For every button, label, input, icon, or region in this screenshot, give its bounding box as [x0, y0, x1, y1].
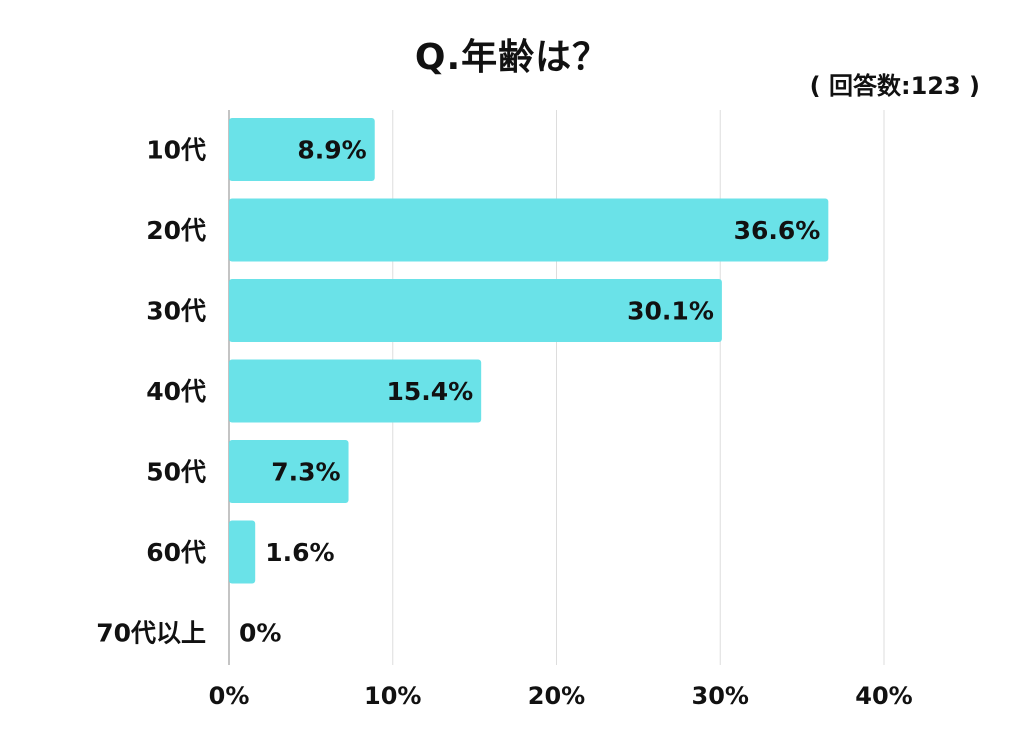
bar	[229, 520, 256, 584]
x-tick-label: 30%	[692, 682, 749, 710]
value-labels: 8.9% 36.6% 30.1% 15.4% 7.3% 1.6% 0%	[239, 136, 820, 648]
category-label: 30代	[146, 297, 206, 326]
value-label: 1.6%	[265, 538, 334, 567]
category-label: 20代	[146, 216, 206, 245]
value-label: 15.4%	[386, 377, 473, 406]
sample-size-note: ( 回答数:123 )	[809, 72, 980, 100]
value-label: 0%	[239, 619, 281, 648]
value-label: 36.6%	[734, 216, 821, 245]
category-label: 40代	[146, 377, 206, 406]
value-label: 7.3%	[271, 458, 340, 487]
bar	[229, 118, 375, 181]
value-label: 8.9%	[297, 136, 366, 165]
x-tick-labels: 0% 10% 20% 30% 40%	[209, 682, 913, 710]
chart-title: Q.年齢は？	[414, 37, 610, 78]
bars	[229, 118, 829, 584]
x-tick-label: 0%	[209, 682, 250, 710]
x-tick-label: 20%	[528, 682, 585, 710]
category-labels: 10代 20代 30代 40代 50代 60代 70代以上	[96, 136, 206, 648]
bar	[229, 198, 829, 262]
category-label: 70代以上	[96, 619, 206, 648]
bar	[229, 440, 349, 503]
value-label: 30.1%	[627, 297, 714, 326]
bar	[229, 279, 722, 342]
category-label: 60代	[146, 538, 206, 567]
x-tick-label: 40%	[855, 682, 912, 710]
category-label: 50代	[146, 458, 206, 487]
category-label: 10代	[146, 136, 206, 165]
x-tick-label: 10%	[364, 682, 421, 710]
bar	[229, 359, 482, 423]
